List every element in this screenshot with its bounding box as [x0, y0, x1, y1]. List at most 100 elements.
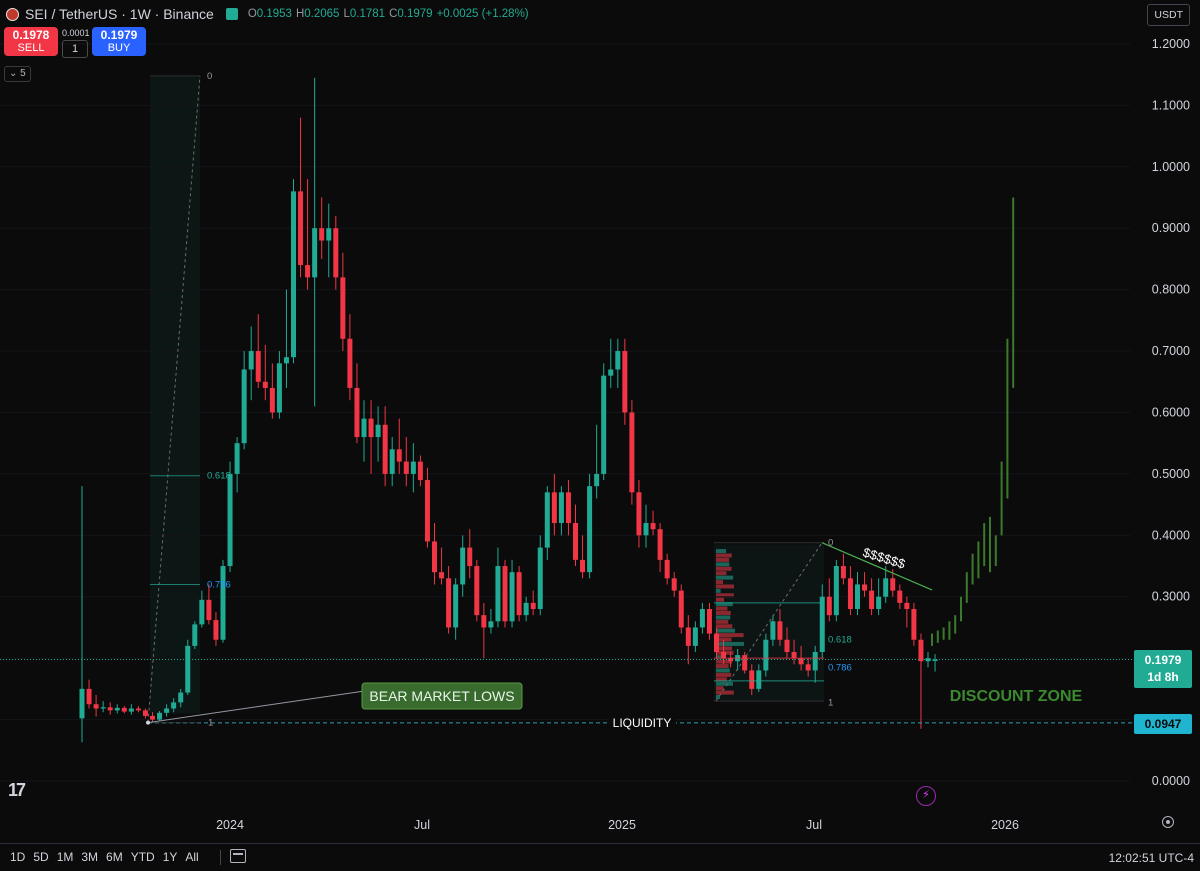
candle-body	[269, 387, 275, 413]
candle-body	[446, 578, 452, 628]
candle-body	[283, 357, 289, 364]
fib-label-right: 0.786	[828, 662, 852, 673]
ohlc-low: L0.1781	[343, 8, 386, 20]
volume-profile-bar	[716, 624, 733, 629]
market-open-icon	[225, 8, 238, 20]
candle-body	[347, 338, 353, 388]
candle-body	[495, 566, 501, 622]
spread-box: 0.0001 1	[62, 27, 90, 58]
buy-label: BUY	[107, 42, 131, 54]
tradingview-logo-icon[interactable]: 17	[8, 780, 26, 800]
indicators-toggle[interactable]: ⌄ 5	[4, 66, 31, 82]
candle-body	[199, 599, 205, 625]
candle-body	[629, 412, 635, 493]
quantity-input[interactable]: 1	[62, 40, 88, 58]
price-axis: 1.2000 1.1000 1.0000 0.9000 0.8000 0.7000 0.60…	[1152, 37, 1190, 788]
candle-body	[326, 228, 332, 241]
candle-body	[262, 381, 268, 388]
candle-body	[389, 449, 395, 474]
ohlc-change: +0.0025 (+1.28%)	[436, 8, 529, 20]
price-tick-label: 0.3000	[1152, 590, 1190, 604]
volume-profile-bar	[716, 566, 732, 571]
liquidity-label-bg	[608, 714, 676, 731]
time-tick-label: Jul	[806, 818, 822, 832]
sell-button[interactable]: 0.1978 SELL	[4, 27, 58, 56]
candle-body	[481, 615, 487, 628]
volume-profile-bar	[716, 615, 731, 620]
buy-button[interactable]: 0.1979 BUY	[92, 27, 146, 56]
range-button-6m[interactable]: 6M	[106, 850, 123, 864]
candle-body	[763, 639, 769, 671]
candle-body	[100, 707, 106, 709]
volume-profile-bar	[716, 593, 734, 598]
candle-body	[692, 627, 698, 646]
candle-body	[932, 659, 938, 662]
candle-body	[206, 599, 212, 621]
candle-body	[833, 566, 839, 616]
lightning-icon[interactable]: ⚡	[916, 786, 936, 806]
candle-body	[650, 523, 656, 530]
clock-timezone[interactable]: 12:02:51 UTC-4	[1108, 851, 1194, 865]
range-button-ytd[interactable]: YTD	[130, 850, 155, 864]
candle-body	[819, 596, 825, 653]
volume-profile-bar	[716, 571, 727, 576]
candle-body	[340, 277, 346, 339]
candle-body	[178, 692, 184, 703]
price-chart[interactable]: 0 0.618 0.786 1 0 0.618 0.786 1 1.2000 1.1000 1.0…	[0, 0, 1200, 843]
candle-body	[918, 639, 924, 662]
volume-profile-bar	[716, 655, 726, 660]
candle-body	[826, 596, 832, 616]
range-button-1y[interactable]: 1Y	[162, 850, 178, 864]
candle-body	[234, 443, 240, 474]
volume-profile-bar	[716, 637, 732, 642]
candle-body	[403, 461, 409, 474]
date-range-buttons: 1D 5D 1M 3M 6M YTD 1Y All	[6, 850, 203, 864]
candle-body	[904, 602, 910, 610]
candle-body	[601, 375, 607, 474]
range-button-3m[interactable]: 3M	[81, 850, 99, 864]
anchor-point	[146, 720, 150, 725]
candle-body	[241, 369, 247, 444]
liquidity-label: LIQUIDITY	[613, 716, 672, 730]
candle-body	[544, 492, 550, 548]
candle-body	[312, 228, 318, 278]
candle-body	[558, 492, 564, 524]
range-button-all[interactable]: All	[185, 850, 199, 864]
ohlc-values: O0.1953 H0.2065 L0.1781 C0.1979 +0.0025 …	[248, 8, 529, 20]
symbol-title[interactable]: SEI / TetherUS · 1W · Binance	[25, 6, 214, 22]
fib-label-left: 1	[208, 718, 213, 729]
volume-profile-bar	[716, 619, 729, 624]
range-button-1d[interactable]: 1D	[10, 850, 26, 864]
spread-value: 0.0001	[62, 28, 90, 38]
price-tick-label: 1.0000	[1152, 160, 1190, 174]
candle-body	[93, 704, 99, 709]
candle-body	[185, 645, 191, 693]
price-tick-label: 0.4000	[1152, 528, 1190, 542]
candle-body	[171, 702, 177, 709]
settings-gear-icon[interactable]	[1162, 816, 1174, 828]
chart-gridlines	[0, 43, 1130, 782]
buy-price: 0.1979	[100, 28, 138, 42]
candle-body	[298, 191, 304, 266]
candle-body	[565, 492, 571, 524]
time-tick-label: 2026	[991, 818, 1019, 832]
candle-body	[664, 559, 670, 579]
candle-body	[770, 621, 776, 640]
candle-body	[587, 486, 593, 573]
volume-profile-bar	[716, 633, 744, 638]
calendar-icon[interactable]	[230, 849, 246, 863]
candle-body	[460, 547, 466, 585]
currency-selector[interactable]: USDT	[1147, 4, 1190, 26]
candle-body	[657, 529, 663, 560]
symbol-legend: SEI / TetherUS · 1W · Binance O0.1953 H0…	[6, 6, 529, 22]
range-button-5d[interactable]: 5D	[33, 850, 49, 864]
range-button-1m[interactable]: 1M	[56, 850, 74, 864]
volume-profile-bar	[716, 668, 730, 673]
candle-body	[305, 265, 311, 278]
candle-body	[883, 578, 889, 597]
volume-profile-bar	[716, 588, 721, 593]
candle-body	[537, 547, 543, 610]
volume-profile-bar	[716, 672, 732, 677]
candle-body	[791, 652, 797, 659]
candle-body	[523, 602, 529, 616]
